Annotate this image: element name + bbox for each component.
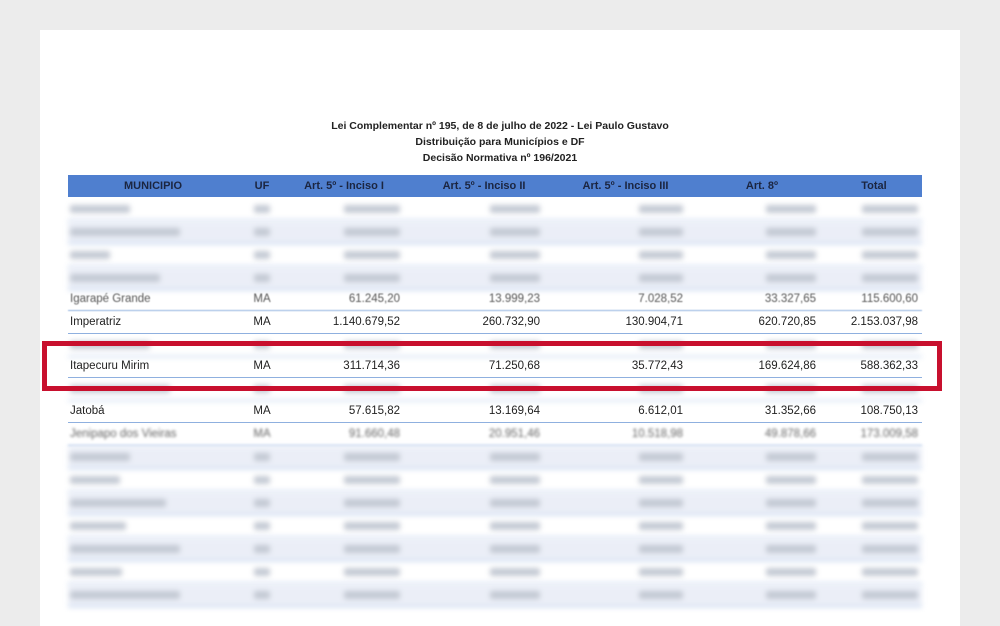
document-page: Lei Complementar nº 195, de 8 de julho d… <box>40 30 960 626</box>
cell-art5-ii: 71.250,68 <box>488 360 540 372</box>
cell-municipio: Imperatriz <box>70 316 122 328</box>
cell-municipio: Jenipapo dos Vieiras <box>70 428 177 440</box>
blurred-row <box>68 446 922 469</box>
blurred-row <box>68 561 922 584</box>
table-row: Igarapé Grande MA 61.245,20 13.999,23 7.… <box>68 288 922 311</box>
cell-art5-iii: 130.904,71 <box>625 316 683 328</box>
cell-uf: MA <box>253 293 271 305</box>
header-uf: UF <box>254 180 270 192</box>
cell-art8: 31.352,66 <box>764 405 816 417</box>
table-header: MUNICIPIO UF Art. 5º - Inciso I Art. 5º … <box>68 175 922 197</box>
cell-total: 2.153.037,98 <box>850 316 918 328</box>
header-art5-ii: Art. 5º - Inciso II <box>442 180 526 192</box>
cell-municipio: Igarapé Grande <box>70 293 151 305</box>
cell-total: 108.750,13 <box>860 405 918 417</box>
header-total: Total <box>861 180 887 192</box>
table-row: Jenipapo dos Vieiras MA 91.660,48 20.951… <box>68 423 922 446</box>
cell-municipio: Jatobá <box>70 405 105 417</box>
blurred-row <box>68 469 922 492</box>
cell-art5-iii: 35.772,43 <box>631 360 683 372</box>
cell-art5-i: 311.714,36 <box>343 360 400 372</box>
document-title: Lei Complementar nº 195, de 8 de julho d… <box>331 120 669 132</box>
table-row-highlighted: Itapecuru Mirim MA 311.714,36 71.250,68 … <box>68 355 922 378</box>
blurred-row <box>68 492 922 515</box>
blurred-row <box>68 198 922 221</box>
blurred-row <box>68 221 922 244</box>
cell-art5-ii: 13.999,23 <box>488 293 540 305</box>
cell-uf: MA <box>253 316 271 328</box>
header-municipio: MUNICIPIO <box>123 180 183 192</box>
cell-art8: 620.720,85 <box>758 316 816 328</box>
header-art5-iii: Art. 5º - Inciso III <box>582 180 669 192</box>
cell-municipio: Itapecuru Mirim <box>70 360 150 372</box>
cell-art8: 33.327,65 <box>764 293 816 305</box>
cell-art8: 169.624,86 <box>758 360 816 372</box>
cell-art5-iii: 6.612,01 <box>638 405 683 417</box>
cell-uf: MA <box>253 405 271 417</box>
cell-art5-i: 91.660,48 <box>348 428 400 440</box>
blurred-row <box>68 584 922 607</box>
cell-uf: MA <box>253 360 271 372</box>
blurred-row <box>68 515 922 538</box>
cell-total: 173.009,58 <box>860 428 918 440</box>
cell-art5-ii: 260.732,90 <box>482 316 540 328</box>
cell-total: 115.600,60 <box>861 293 918 305</box>
cell-art5-ii: 20.951,46 <box>488 428 540 440</box>
cell-uf: MA <box>253 428 271 440</box>
table-row: Jatobá MA 57.615,82 13.169,64 6.612,01 3… <box>68 400 922 423</box>
header-art8: Art. 8º <box>745 180 779 192</box>
cell-art5-iii: 7.028,52 <box>638 293 683 305</box>
cell-total: 588.362,33 <box>860 360 918 372</box>
cell-art8: 49.878,66 <box>764 428 816 440</box>
highlight-box <box>42 341 942 391</box>
table-row: Imperatriz MA 1.140.679,52 260.732,90 13… <box>68 311 922 334</box>
document-header: Lei Complementar nº 195, de 8 de julho d… <box>40 118 960 166</box>
cell-art5-i: 57.615,82 <box>348 405 400 417</box>
blurred-row <box>68 538 922 561</box>
header-art5-i: Art. 5º - Inciso I <box>304 180 384 192</box>
cell-art5-ii: 13.169,64 <box>488 405 540 417</box>
cell-art5-i: 1.140.679,52 <box>332 316 400 328</box>
blurred-row <box>68 244 922 267</box>
document-decision: Decisão Normativa nº 196/2021 <box>422 152 578 164</box>
cell-art5-iii: 10.518,98 <box>631 428 683 440</box>
blurred-row <box>68 267 922 290</box>
document-subtitle: Distribuição para Municípios e DF <box>415 136 585 148</box>
cell-art5-i: 61.245,20 <box>348 293 400 305</box>
